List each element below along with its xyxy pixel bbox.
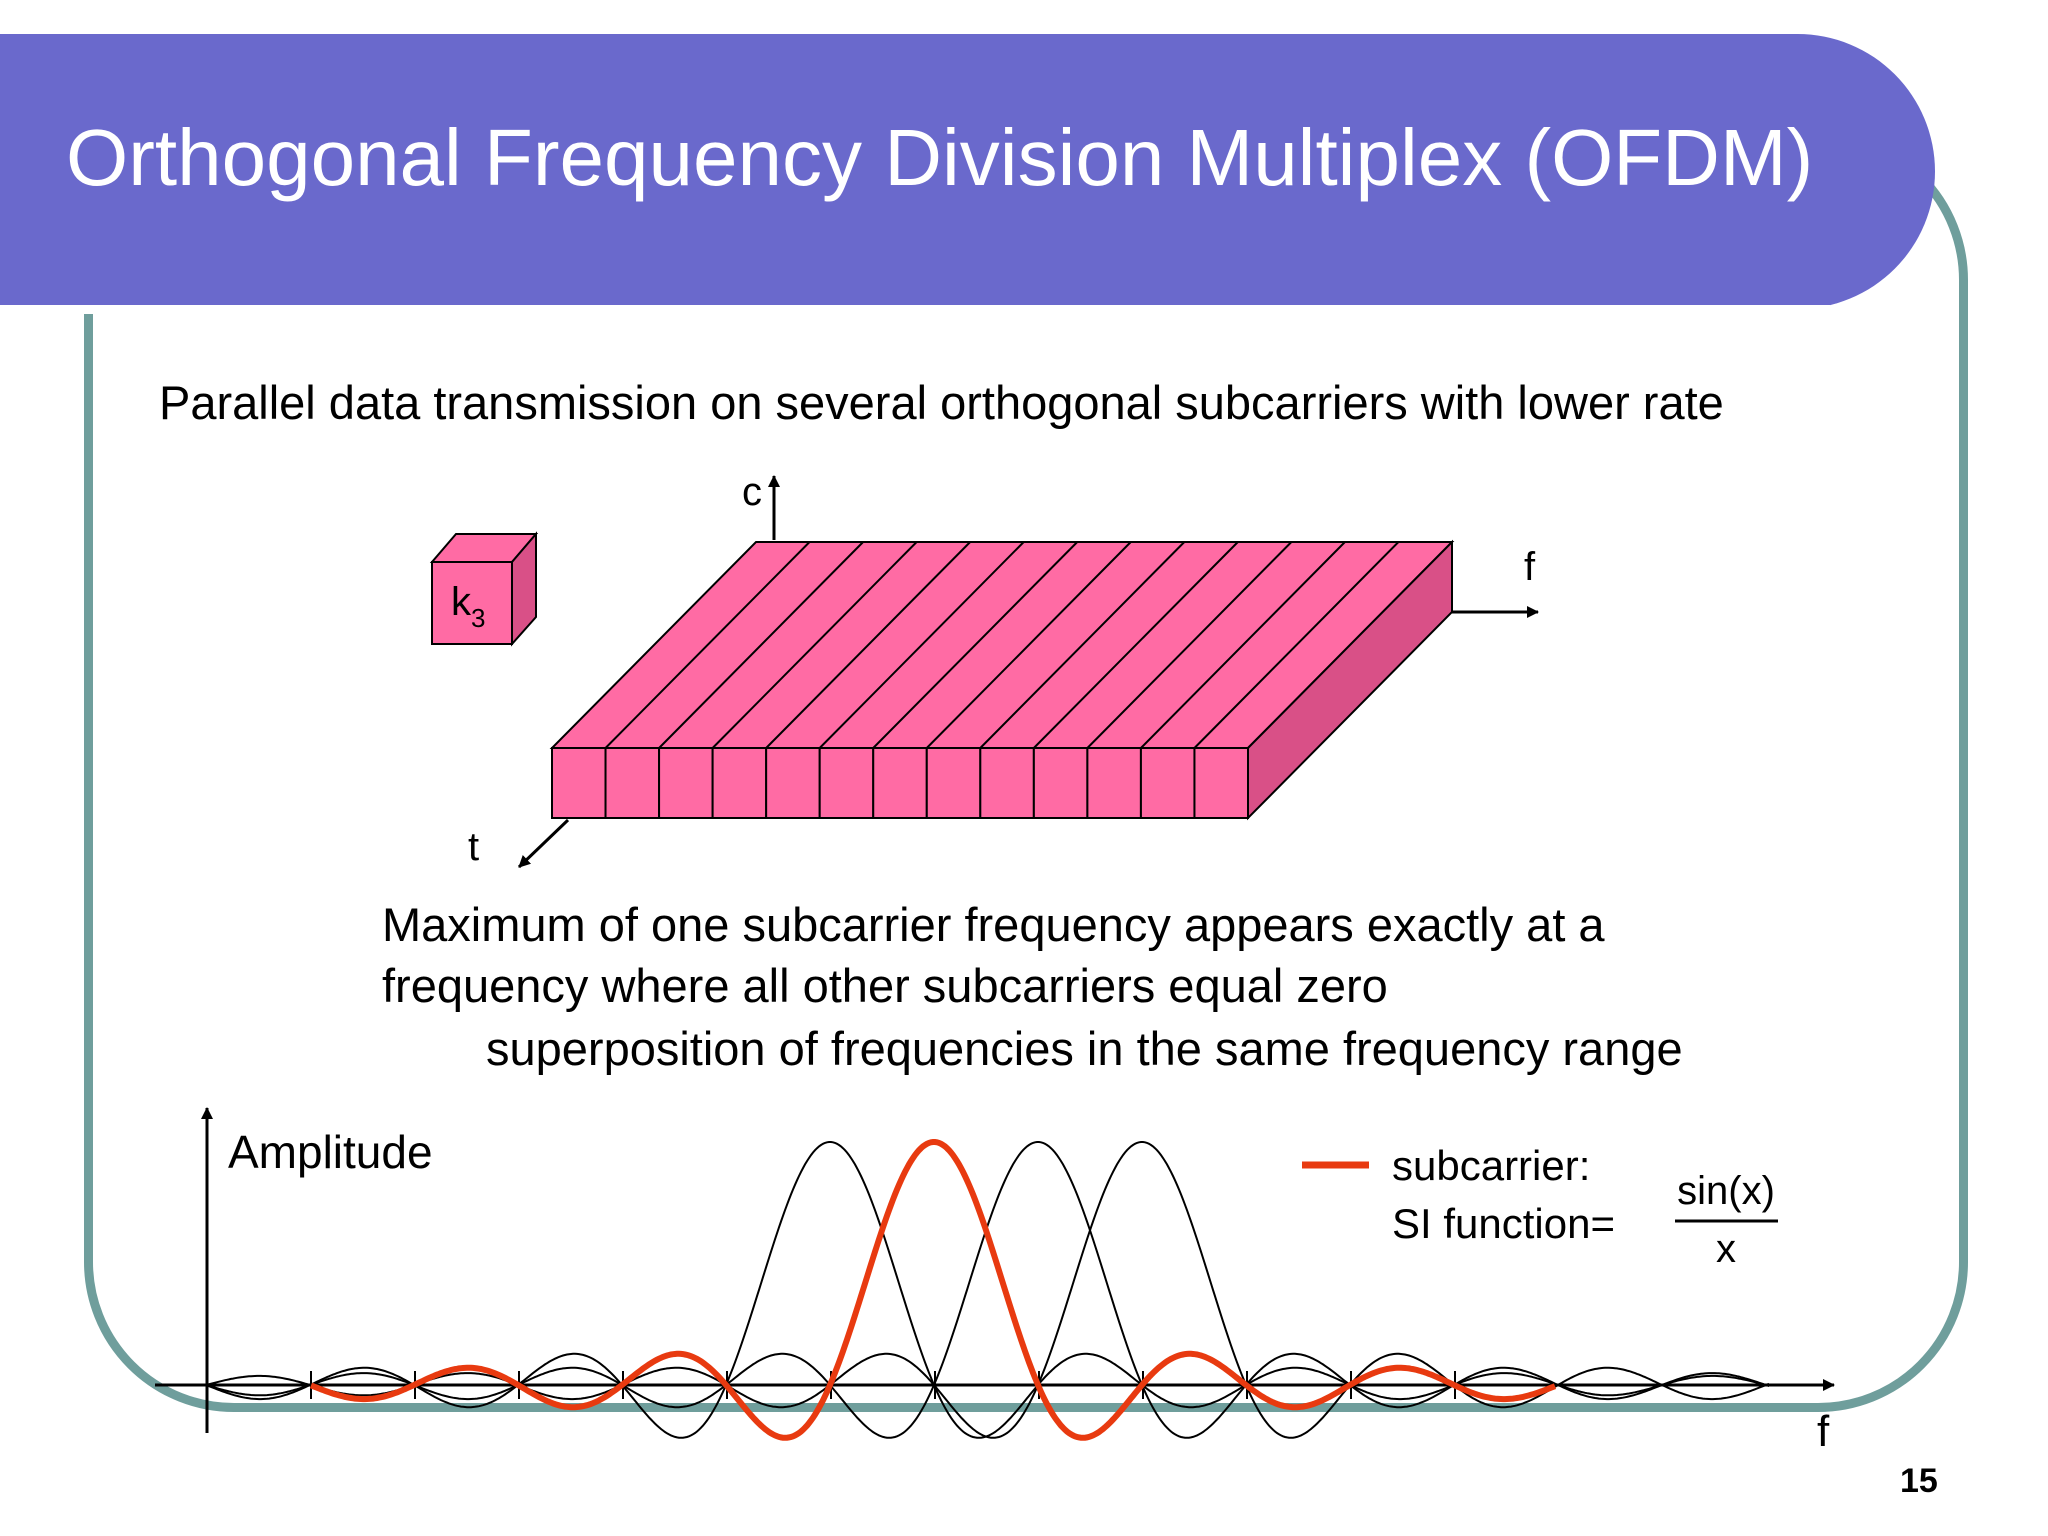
title-banner — [0, 34, 1935, 314]
subcarrier-top-line — [926, 541, 1132, 749]
page-number: 15 — [1900, 1462, 1938, 1500]
description-line-3: superposition of frequencies in the same… — [486, 1022, 1683, 1075]
subcarrier-strip — [604, 747, 661, 819]
function-numerator: sin(x) — [1677, 1169, 1775, 1213]
cube-symbol: k3 — [451, 580, 485, 633]
frequency-label: f — [1817, 1407, 1830, 1456]
subcarrier-top-line — [658, 541, 864, 749]
legend-label: subcarrier: — [1392, 1142, 1590, 1189]
subcarrier-strip — [818, 747, 875, 819]
description-line-2: frequency where all other subcarriers eq… — [382, 959, 1388, 1012]
subcarrier-strip — [872, 747, 928, 819]
subcarrier-strip — [1032, 747, 1089, 819]
symbol-cube: k3 — [429, 531, 539, 647]
subcarrier-strip — [1139, 747, 1196, 819]
subcarrier-top-line — [1033, 541, 1239, 749]
subcarrier-curve — [206, 1141, 1770, 1439]
spectrum-plot: Amplitude f subcarrier: SI function= sin… — [155, 1107, 1835, 1456]
subcarrier-strip — [925, 747, 982, 819]
subcarrier-strip — [979, 747, 1035, 819]
banner-underline — [0, 305, 1830, 314]
subcarrier-top-line — [872, 541, 1078, 749]
subcarrier-top-line — [1193, 541, 1400, 749]
subcarrier-strip — [1086, 747, 1142, 819]
subcarrier-top-line — [711, 541, 918, 749]
function-denominator: x — [1716, 1227, 1736, 1271]
function-label: SI function= — [1392, 1200, 1615, 1247]
subcarrier-curve — [206, 1141, 1770, 1439]
cube-front-face — [431, 561, 513, 645]
slide-title: Orthogonal Frequency Division Multiplex … — [66, 113, 1814, 202]
description-line-1: Maximum of one subcarrier frequency appe… — [382, 898, 1605, 951]
slide-subtitle: Parallel data transmission on several or… — [159, 376, 1724, 429]
amplitude-label: Amplitude — [228, 1126, 433, 1178]
cube-symbol-subscript: 3 — [471, 603, 485, 633]
subcarrier-strip — [1193, 747, 1250, 819]
subcarrier-top-line — [765, 541, 971, 749]
subcarrier-strip — [765, 747, 821, 819]
cube-symbol-base: k — [451, 580, 472, 624]
subcarrier-top-line — [979, 541, 1186, 749]
c-axis-label: c — [742, 470, 762, 514]
subcarrier-top-line — [818, 541, 1025, 749]
t-axis-arrow — [517, 818, 570, 869]
subcarrier-top-line — [604, 541, 811, 749]
f-axis-label: f — [1524, 545, 1536, 589]
highlighted-subcarrier-curve — [309, 1139, 1557, 1441]
subcarrier-strip — [711, 747, 768, 819]
subcarrier-strip — [551, 747, 607, 819]
subcarrier-curve — [206, 1141, 1770, 1439]
subcarrier-block: c f t — [468, 470, 1539, 869]
subcarrier-top-line — [1140, 541, 1346, 749]
subcarrier-top-line — [1086, 541, 1293, 749]
subcarrier-strip — [658, 747, 714, 819]
t-axis-label: t — [468, 825, 479, 869]
